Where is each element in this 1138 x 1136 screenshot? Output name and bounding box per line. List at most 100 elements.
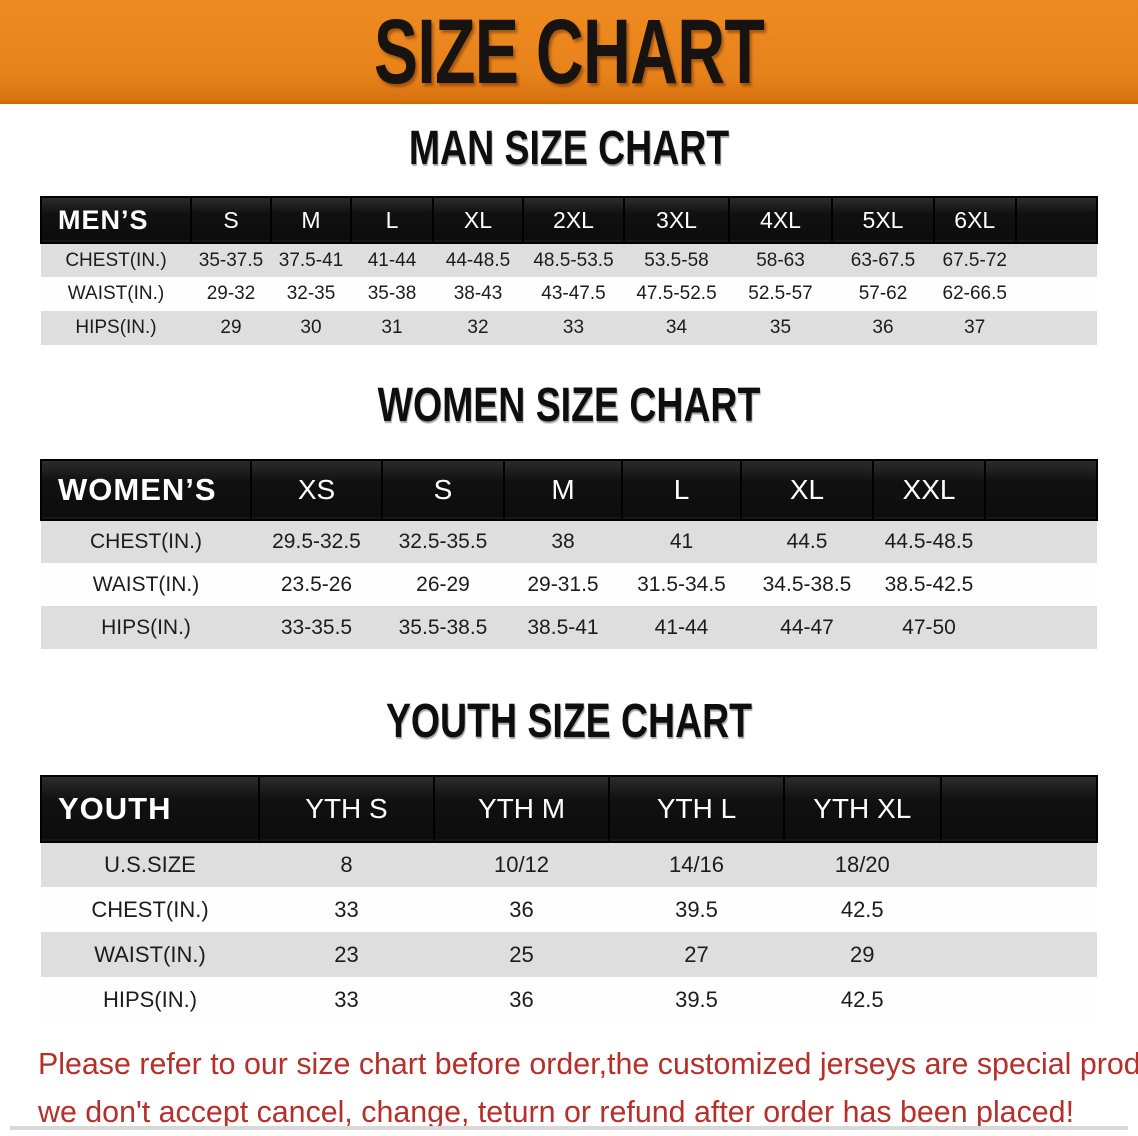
measurement-value-cell: 38.5-42.5 <box>884 572 974 596</box>
measurement-value-cell: 36 <box>872 317 894 338</box>
table-corner-label: YOUTH <box>40 775 260 843</box>
measurement-value-cell: 29-32 <box>206 283 256 304</box>
measurement-value-cell: 41 <box>669 530 694 553</box>
size-column-header: XS <box>250 459 383 521</box>
size-header-row: MEN’S S M L XL 2XL 3XL 4XL 5XL 6XL <box>40 196 1098 244</box>
table-corner-label: WOMEN’S <box>40 459 252 521</box>
row-filler <box>1016 243 1098 277</box>
measurement-value-cell: 32 <box>467 317 489 338</box>
measurement-value-cell: 31 <box>381 317 403 338</box>
footer-line: we don't accept cancel, change, teturn o… <box>38 1094 1075 1129</box>
measurement-value-cell: 44.5-48.5 <box>884 530 974 553</box>
measurement-row-label: WAIST(IN.) <box>92 572 200 596</box>
measurement-value-cell: 58-63 <box>756 249 805 271</box>
youth-size-table: YOUTH YTH S YTH M YTH L YTH XL U.S.SIZE 8 10/12… <box>40 775 1098 1022</box>
measurement-value-cell: 18/20 <box>834 852 890 877</box>
measurement-value-cell: 38 <box>551 530 575 553</box>
size-column-header: XXL <box>872 459 986 521</box>
measurement-value-cell: 53.5-58 <box>644 249 709 271</box>
row-filler <box>1016 311 1098 345</box>
row-filler <box>985 520 1097 563</box>
measurement-row: HIPS(IN.) 33 36 39.5 42.5 <box>41 977 1097 1022</box>
banner-title: SIZE CHART <box>373 1 765 103</box>
measurement-value-cell: 30 <box>300 317 322 338</box>
size-column-header: M <box>503 459 623 521</box>
measurement-value-cell: 57-62 <box>858 283 908 304</box>
measurement-value-cell: 62-66.5 <box>942 283 1007 304</box>
footer-note: Please refer to our size chart before or… <box>38 1040 1138 1136</box>
measurement-value-cell: 10/12 <box>493 852 550 877</box>
row-filler <box>941 887 1098 932</box>
measurement-row-label: WAIST(IN.) <box>94 941 206 967</box>
measurement-value-cell: 33-35.5 <box>280 615 353 639</box>
measurement-value-cell: 39.5 <box>675 986 718 1012</box>
size-column-header: YTH L <box>608 775 785 843</box>
measurement-value-cell: 44-48.5 <box>445 249 511 271</box>
footer-line: Please refer to our size chart before or… <box>38 1046 1138 1081</box>
measurement-row: CHEST(IN.) 29.5-32.5 32.5-35.5 38 41 44.5 44.5… <box>41 520 1097 563</box>
measurement-row: WAIST(IN.) 23.5-26 26-29 29-31.5 31.5-34.5 34… <box>41 563 1097 606</box>
size-column-header: 2XL <box>522 196 625 244</box>
measurement-value-cell: 33 <box>334 986 359 1012</box>
size-header-row: WOMEN’S XS S M L XL XXL <box>40 459 1098 521</box>
size-column-header: XL <box>432 196 524 244</box>
size-column-header: M <box>270 196 352 244</box>
measurement-value-cell: 39.5 <box>675 896 718 922</box>
measurement-value-cell: 38.5-41 <box>527 615 599 639</box>
measurement-row: CHEST(IN.) 35-37.5 37.5-41 41-44 44-48.5 48.5… <box>41 243 1097 277</box>
women-size-table: WOMEN’S XS S M L XL XXL CHEST(IN.) 29.5-32.5 32.5… <box>40 459 1098 649</box>
measurement-value-cell: 31.5-34.5 <box>637 572 726 596</box>
measurement-value-cell: 35.5-38.5 <box>398 615 488 639</box>
measurement-value-cell: 43-47.5 <box>541 283 606 304</box>
measurement-value-cell: 33 <box>334 896 359 922</box>
measurement-value-cell: 35-38 <box>367 283 417 304</box>
measurement-value-cell: 32-35 <box>286 283 336 304</box>
man-section-heading: MAN SIZE CHART <box>408 122 730 175</box>
measurement-row-label: CHEST(IN.) <box>91 896 209 922</box>
measurement-row-label: CHEST(IN.) <box>90 530 202 553</box>
measurement-value-cell: 26-29 <box>416 572 470 596</box>
measurement-value-cell: 42.5 <box>840 986 884 1012</box>
measurement-value-cell: 37.5-41 <box>278 249 344 271</box>
measurement-value-cell: 37 <box>964 317 986 338</box>
measurement-value-cell: 34 <box>665 317 688 338</box>
measurement-value-cell: 52.5-57 <box>748 283 813 304</box>
women-section-heading: WOMEN SIZE CHART <box>377 379 761 432</box>
row-filler <box>941 842 1098 887</box>
size-column-header: 6XL <box>933 196 1017 244</box>
size-column-header: L <box>350 196 434 244</box>
size-column-header: YTH XL <box>783 775 942 843</box>
men-size-table: MEN’S S M L XL 2XL 3XL 4XL 5XL 6XL CHEST(IN.) 35-37… <box>40 196 1098 345</box>
size-column-header: YTH S <box>258 775 435 843</box>
measurement-value-cell: 34.5-38.5 <box>762 572 852 596</box>
size-column-header: L <box>621 459 742 521</box>
size-column-header: YTH M <box>433 775 610 843</box>
size-column-header: S <box>190 196 272 244</box>
measurement-value-cell: 41-44 <box>654 615 709 639</box>
measurement-row-label: CHEST(IN.) <box>65 249 167 271</box>
measurement-value-cell: 29 <box>850 941 875 967</box>
measurement-row-label: HIPS(IN.) <box>102 986 198 1012</box>
measurement-row: WAIST(IN.) 23 25 27 29 <box>41 932 1097 977</box>
size-column-header: XL <box>740 459 874 521</box>
measurement-row: WAIST(IN.) 29-32 32-35 35-38 38-43 43-47.5 47.… <box>41 277 1097 311</box>
measurement-value-cell: 42.5 <box>840 896 884 922</box>
row-filler <box>1016 277 1098 311</box>
measurement-value-cell: 44.5 <box>786 530 828 553</box>
size-column-header: S <box>381 459 505 521</box>
row-filler <box>985 606 1097 649</box>
youth-section-heading: YOUTH SIZE CHART <box>385 695 753 748</box>
bottom-divider <box>10 1126 1128 1130</box>
measurement-row: HIPS(IN.) 33-35.5 35.5-38.5 38.5-41 41-44 44-… <box>41 606 1097 649</box>
measurement-value-cell: 23 <box>334 941 359 967</box>
size-column-header: 5XL <box>831 196 935 244</box>
measurement-value-cell: 27 <box>684 941 709 967</box>
measurement-value-cell: 47.5-52.5 <box>636 283 717 304</box>
size-column-header: 4XL <box>728 196 833 244</box>
measurement-value-cell: 29.5-32.5 <box>272 530 361 553</box>
header-filler <box>984 459 1098 521</box>
measurement-value-cell: 32.5-35.5 <box>398 530 488 553</box>
measurement-value-cell: 25 <box>509 941 534 967</box>
measurement-value-cell: 44-47 <box>780 615 834 639</box>
